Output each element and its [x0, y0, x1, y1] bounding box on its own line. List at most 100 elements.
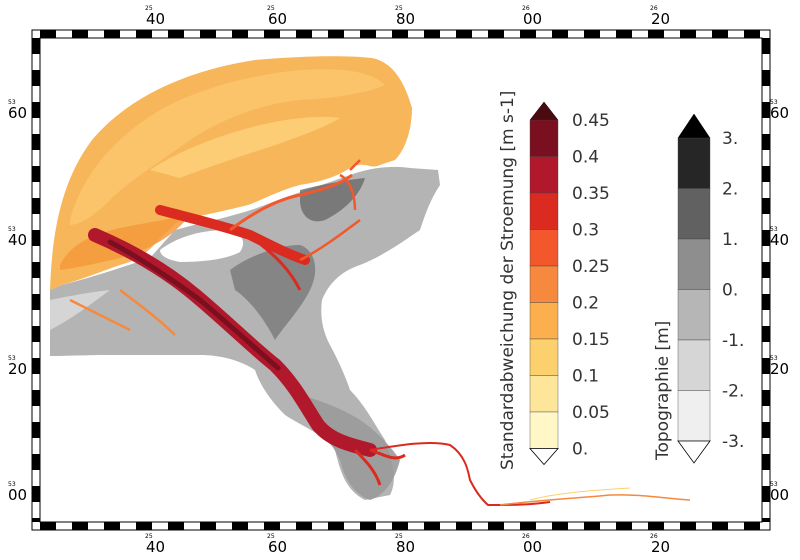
topo-legend-box: [677, 137, 711, 189]
frame-segment: [296, 522, 312, 530]
current-legend-box: [529, 156, 559, 194]
frame-segment: [762, 262, 770, 278]
frame-segment: [424, 522, 440, 530]
frame-segment: [32, 262, 40, 278]
current-legend-label: 0.3: [572, 221, 599, 241]
current-legend-box: [529, 302, 559, 340]
frame-segment: [72, 522, 88, 530]
frame-segment: [488, 30, 504, 38]
current-legend-label: 0.45: [572, 111, 610, 131]
current-legend-box: [529, 338, 559, 376]
frame-segment: [744, 30, 760, 38]
topo-legend-under-triangle: [677, 440, 711, 464]
topo-legend-label: -2.: [722, 382, 744, 402]
frame-segment: [744, 522, 760, 530]
frame-segment: [520, 30, 536, 38]
x-tick-small-label: 25: [145, 533, 153, 540]
frame-segment: [200, 30, 216, 38]
current-legend-label: 0.4: [572, 148, 599, 168]
topo-legend-label: 1.: [722, 230, 738, 250]
frame-segment: [456, 522, 472, 530]
current-legend-label: 0.35: [572, 184, 610, 204]
frame-segment: [762, 70, 770, 86]
frame-segment: [32, 422, 40, 438]
frame-segment: [712, 522, 728, 530]
frame-segment: [104, 522, 120, 530]
frame-segment: [32, 486, 40, 502]
frame-segment: [584, 522, 600, 530]
island: [160, 230, 244, 262]
frame-segment: [32, 38, 40, 54]
topo-legend-label: 2.: [722, 180, 738, 200]
y-tick-small-label: 53: [770, 355, 778, 362]
x-tick-small-label: 26: [522, 5, 530, 12]
frame-segment: [680, 30, 696, 38]
x-tick-label: 40: [146, 10, 165, 28]
frame-segment: [72, 30, 88, 38]
frame-segment: [762, 486, 770, 502]
frame-segment: [456, 30, 472, 38]
current-legend-box: [529, 229, 559, 267]
x-tick-label: 00: [523, 538, 542, 556]
current-legend-box: [529, 411, 559, 449]
x-tick-small-label: 25: [145, 5, 153, 12]
current-legend-box: [529, 192, 559, 230]
frame-segment: [32, 454, 40, 470]
river-tributary-2: [529, 487, 631, 501]
frame-segment: [168, 30, 184, 38]
map-area: [50, 56, 691, 507]
frame-segment: [136, 522, 152, 530]
sea-region-light-2: [150, 116, 340, 178]
frame-segment: [40, 30, 56, 38]
frame-segment: [264, 522, 280, 530]
y-tick-label: 60: [770, 104, 789, 122]
map-frame: [31, 29, 771, 531]
frame-segment: [360, 522, 376, 530]
frame-segment: [762, 422, 770, 438]
frame-segment: [32, 358, 40, 374]
frame-segment: [488, 522, 504, 530]
y-tick-label: 00: [770, 486, 789, 504]
frame-segment: [136, 30, 152, 38]
frame-segment: [328, 522, 344, 530]
topo-legend-box: [677, 238, 711, 290]
y-tick-small-label: 53: [8, 481, 16, 488]
frame-segment: [264, 30, 280, 38]
current-legend-label: 0.15: [572, 330, 610, 350]
frame-segment: [328, 30, 344, 38]
frame-segment: [296, 30, 312, 38]
current-legend-box: [529, 265, 559, 303]
x-tick-label: 60: [268, 10, 287, 28]
frame-segment: [762, 102, 770, 118]
current-speed-legend: 0.45 0.4 0.35 0.3 0.25 0.2 0.15 0.1 0.05 0. Stand…: [498, 91, 610, 470]
y-tick-label: 00: [8, 486, 27, 504]
y-tick-label: 20: [8, 360, 27, 378]
side-channel-5: [339, 159, 361, 211]
frame-segment: [762, 326, 770, 342]
topo-legend-title: Topographie [m]: [653, 321, 673, 461]
river-tributary: [499, 494, 691, 506]
frame-segment: [104, 30, 120, 38]
frame-segment: [762, 134, 770, 150]
x-tick-small-label: 26: [650, 5, 658, 12]
topo-legend-label: 0.: [722, 281, 738, 301]
y-tick-small-label: 53: [770, 481, 778, 488]
current-legend-over-triangle: [529, 101, 559, 121]
topo-legend-box: [677, 188, 711, 240]
y-tick-label: 20: [770, 360, 789, 378]
topo-legend-box: [677, 289, 711, 341]
frame-segment: [762, 358, 770, 374]
y-tick-small-label: 53: [770, 226, 778, 233]
frame-segment: [32, 70, 40, 86]
frame-segment: [392, 522, 408, 530]
frame-segment: [762, 454, 770, 470]
topo-legend-box: [677, 390, 711, 442]
frame-segment: [648, 522, 664, 530]
x-tick-small-label: 26: [650, 533, 658, 540]
topo-legend-box: [677, 339, 711, 391]
coordinate-ticks: 2540254025602560258025802600260026202620…: [8, 5, 789, 556]
y-tick-small-label: 53: [770, 99, 778, 106]
frame-segment: [616, 522, 632, 530]
frame-segment: [168, 522, 184, 530]
x-tick-small-label: 25: [395, 5, 403, 12]
